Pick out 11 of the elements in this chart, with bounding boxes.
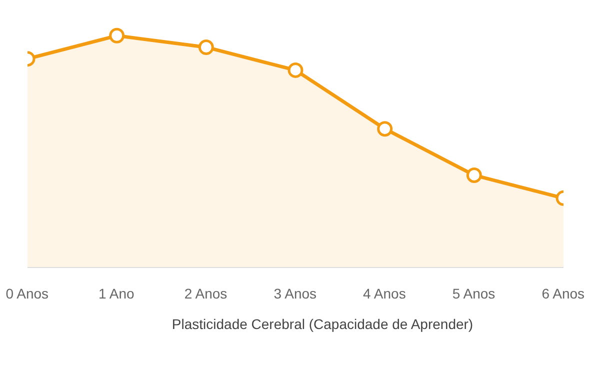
x-tick-label: 6 Anos bbox=[542, 286, 585, 302]
x-tick-label: 0 Anos bbox=[6, 286, 49, 302]
text: Plasticidade Cerebral (Capacidade de Aprender) bbox=[172, 316, 474, 332]
x-tick-label: 5 Anos bbox=[452, 286, 496, 302]
x-tick-label: 4 Anos bbox=[363, 286, 406, 302]
x-tick-label: 3 Anos bbox=[274, 286, 317, 302]
point bbox=[198, 39, 214, 55]
point bbox=[377, 121, 393, 137]
point bbox=[288, 62, 304, 78]
x-tick-label: 1 Ano bbox=[98, 286, 135, 302]
x-tick-label: 2 Anos bbox=[184, 286, 228, 302]
